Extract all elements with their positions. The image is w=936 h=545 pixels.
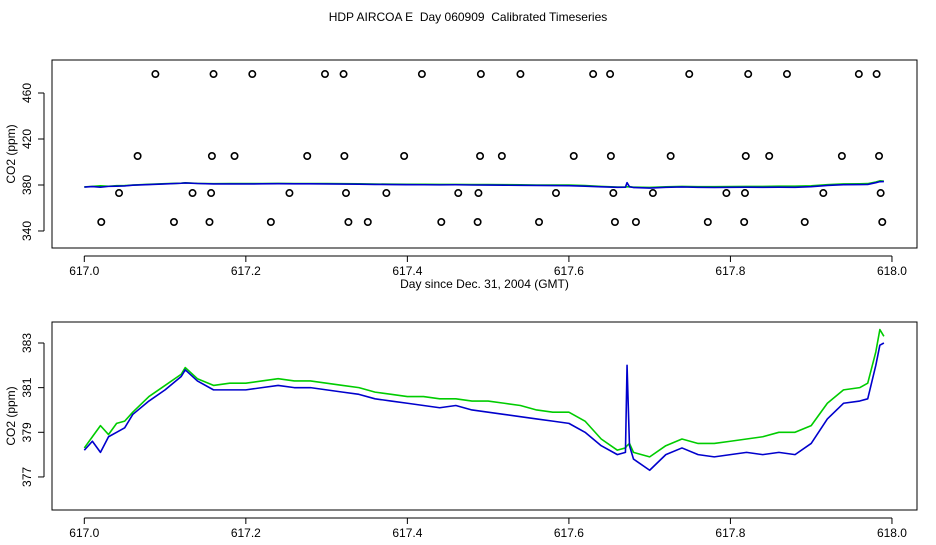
calibration-point: [854, 70, 863, 79]
figure-title: HDP AIRCOA E Day 060909 Calibrated Times…: [329, 10, 608, 24]
x-tick-label: 617.6: [554, 526, 584, 540]
y-tick-label: 420: [20, 129, 34, 149]
calibration-point: [631, 218, 640, 227]
calibration-point: [437, 218, 446, 227]
calibration-point: [382, 189, 391, 198]
calibration-point: [765, 152, 774, 161]
series-line: [83, 342, 885, 472]
calibration-point: [476, 70, 485, 79]
y-tick-label: 383: [20, 333, 34, 353]
y-axis-label: CO2 (ppm): [4, 124, 18, 183]
calibration-point: [454, 189, 463, 198]
calibration-point: [303, 152, 312, 161]
calibration-point: [703, 218, 712, 227]
x-tick-label: 617.6: [554, 264, 584, 278]
calibration-point: [569, 152, 578, 161]
calibration-point: [205, 218, 214, 227]
x-tick-label: 617.2: [231, 264, 261, 278]
x-tick-label: 617.4: [392, 264, 422, 278]
calibration-point: [837, 152, 846, 161]
calibration-point: [872, 70, 881, 79]
calibration-point: [744, 70, 753, 79]
calibration-point: [606, 70, 615, 79]
y-axis-label: CO2 (ppm): [4, 386, 18, 445]
series-line: [84, 180, 884, 189]
x-tick-label: 617.8: [715, 526, 745, 540]
calibration-point: [609, 189, 618, 198]
calibration-point: [400, 152, 409, 161]
calibration-point: [341, 189, 350, 198]
calibration-point: [516, 70, 525, 79]
calibration-point: [876, 189, 885, 198]
calibration-point: [606, 152, 615, 161]
calibration-point: [740, 218, 749, 227]
calibration-point: [344, 218, 353, 227]
x-axis-label: Day since Dec. 31, 2004 (GMT): [400, 277, 569, 291]
plot-frame: [51, 59, 918, 249]
panel: 617.0 617.2 617.4 617.6 617.8 618.0 Day since …: [4, 59, 918, 291]
y-tick-label: 377: [20, 467, 34, 487]
x-tick-label: 617.4: [392, 526, 422, 540]
calibration-point: [151, 70, 160, 79]
calibration-point: [551, 189, 560, 198]
calibration-point: [320, 70, 329, 79]
calibration-point: [248, 70, 257, 79]
calibration-point: [800, 218, 809, 227]
series-line: [83, 328, 885, 458]
calibration-point: [339, 70, 348, 79]
y-tick-label: 380: [20, 175, 34, 195]
calibration-point: [741, 152, 750, 161]
y-tick-label: 379: [20, 422, 34, 442]
calibration-point: [875, 152, 884, 161]
calibration-point: [188, 189, 197, 198]
x-tick-label: 617.2: [231, 526, 261, 540]
calibration-point: [878, 218, 887, 227]
calibration-point: [474, 189, 483, 198]
y-tick-label: 381: [20, 377, 34, 397]
y-tick-label: 460: [20, 83, 34, 103]
calibration-point: [285, 189, 294, 198]
calibration-point: [207, 189, 216, 198]
y-tick-label: 340: [20, 221, 34, 241]
calibration-point: [417, 70, 426, 79]
calibration-point: [589, 70, 598, 79]
x-tick-label: 617.0: [69, 526, 99, 540]
x-tick-label: 617.8: [715, 264, 745, 278]
x-tick-label: 618.0: [877, 264, 907, 278]
calibration-point: [666, 152, 675, 161]
calibration-point: [782, 70, 791, 79]
calibration-point: [363, 218, 372, 227]
calibration-point: [209, 70, 218, 79]
calibration-point: [722, 189, 731, 198]
calibration-point: [97, 218, 106, 227]
calibration-point: [740, 189, 749, 198]
calibration-point: [473, 218, 482, 227]
calibration-point: [648, 189, 657, 198]
calibration-point: [497, 152, 506, 161]
x-tick-label: 618.0: [877, 526, 907, 540]
calibration-point: [266, 218, 275, 227]
calibration-point: [133, 152, 142, 161]
calibration-point: [340, 152, 349, 161]
calibration-point: [476, 152, 485, 161]
calibration-point: [207, 152, 216, 161]
plot-frame: [51, 321, 918, 511]
calibration-point: [230, 152, 239, 161]
calibration-point: [169, 218, 178, 227]
calibration-point: [610, 218, 619, 227]
calibration-point: [685, 70, 694, 79]
calibration-point: [819, 189, 828, 198]
calibration-point: [115, 189, 124, 198]
x-tick-label: 617.0: [69, 264, 99, 278]
calibration-point: [535, 218, 544, 227]
